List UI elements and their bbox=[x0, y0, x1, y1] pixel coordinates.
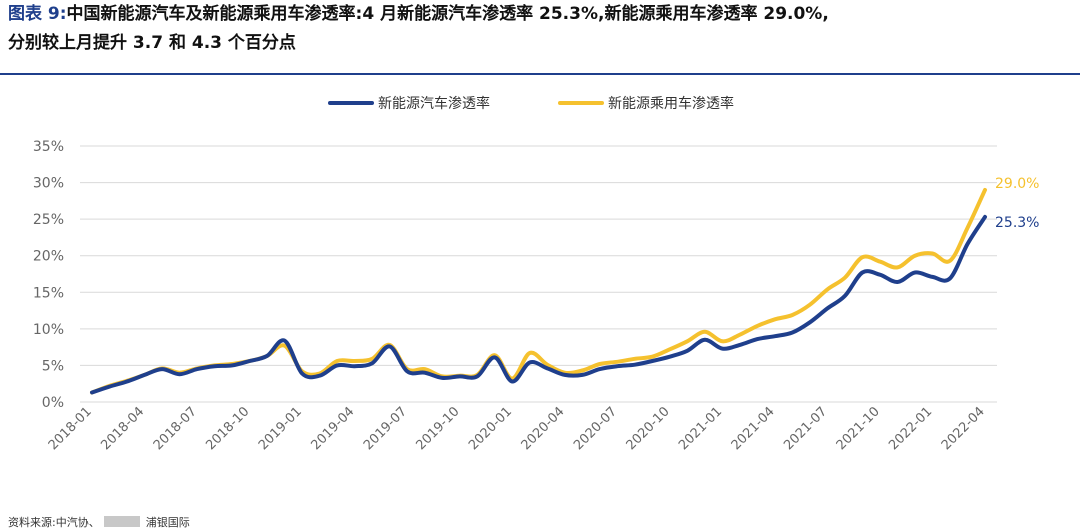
y-tick-label: 15% bbox=[33, 285, 64, 301]
penetration-line-chart: 0%5%10%15%20%25%30%35% 2018-01 2018-04 201… bbox=[33, 95, 1040, 453]
y-tick-label: 30% bbox=[33, 176, 64, 192]
y-tick-label: 35% bbox=[33, 139, 64, 155]
legend-label: 新能源汽车渗透率 bbox=[378, 95, 490, 112]
title-line-2: 分别较上月提升 3.7 和 4.3 个百分点 bbox=[8, 33, 296, 53]
x-tick-label: 2018-10 bbox=[203, 404, 252, 453]
title-text-1: 中国新能源汽车及新能源乘用车渗透率:4 月新能源汽车渗透率 25.3%,新能源乘… bbox=[66, 4, 829, 24]
series-line-nev bbox=[90, 214, 987, 395]
x-tick-label: 2020-07 bbox=[571, 404, 620, 453]
source-text: 资料来源:中汽协、 bbox=[8, 516, 100, 529]
series-lines bbox=[90, 187, 987, 395]
x-tick-label: 2019-04 bbox=[308, 404, 357, 453]
y-tick-label: 20% bbox=[33, 249, 64, 265]
x-tick-label: 2021-10 bbox=[834, 404, 883, 453]
title-divider bbox=[0, 73, 1080, 75]
figure-number: 图表 9: bbox=[8, 4, 67, 24]
x-tick-label: 2019-01 bbox=[256, 404, 305, 453]
y-axis-ticks: 0% 5% 10% 15% 20% 25% 30% 35% bbox=[33, 139, 64, 411]
redacted-block bbox=[103, 516, 140, 527]
x-tick-label: 2022-01 bbox=[886, 404, 935, 453]
title-line-1: 图表 9:中国新能源汽车及新能源乘用车渗透率:4 月新能源汽车渗透率 25.3%… bbox=[8, 0, 1072, 29]
x-tick-label: 2019-07 bbox=[361, 404, 410, 453]
end-value-label: 29.0% bbox=[995, 176, 1039, 192]
source-text-2: 浦银国际 bbox=[145, 516, 190, 529]
x-tick-label: 2020-01 bbox=[466, 404, 515, 453]
y-tick-label: 10% bbox=[33, 322, 64, 338]
x-tick-label: 2018-01 bbox=[46, 404, 95, 453]
y-tick-label: 5% bbox=[42, 358, 64, 374]
x-tick-label: 2021-07 bbox=[781, 404, 830, 453]
legend: 新能源汽车渗透率 新能源乘用车渗透率 bbox=[328, 95, 734, 112]
end-value-label: 25.3% bbox=[995, 215, 1039, 231]
chart-title: 图表 9:中国新能源汽车及新能源乘用车渗透率:4 月新能源汽车渗透率 25.3%… bbox=[8, 0, 1072, 58]
x-axis-ticks: 2018-01 2018-04 2018-07 2018-10 2019-01 2019-… bbox=[46, 404, 988, 453]
y-tick-label: 25% bbox=[33, 212, 64, 228]
y-tick-label: 0% bbox=[42, 395, 64, 411]
legend-label: 新能源乘用车渗透率 bbox=[608, 95, 734, 112]
x-tick-label: 2021-01 bbox=[676, 404, 725, 453]
x-tick-label: 2022-04 bbox=[939, 404, 988, 453]
x-tick-label: 2019-10 bbox=[414, 404, 463, 453]
x-tick-label: 2018-04 bbox=[98, 404, 147, 453]
x-tick-label: 2018-07 bbox=[151, 404, 200, 453]
x-tick-label: 2020-04 bbox=[519, 404, 568, 453]
x-tick-label: 2021-04 bbox=[729, 404, 778, 453]
source-note: 资料来源:中汽协、 浦银国际 bbox=[8, 514, 190, 530]
end-labels: 29.0% 25.3% bbox=[995, 176, 1039, 231]
x-tick-label: 2020-10 bbox=[624, 404, 673, 453]
